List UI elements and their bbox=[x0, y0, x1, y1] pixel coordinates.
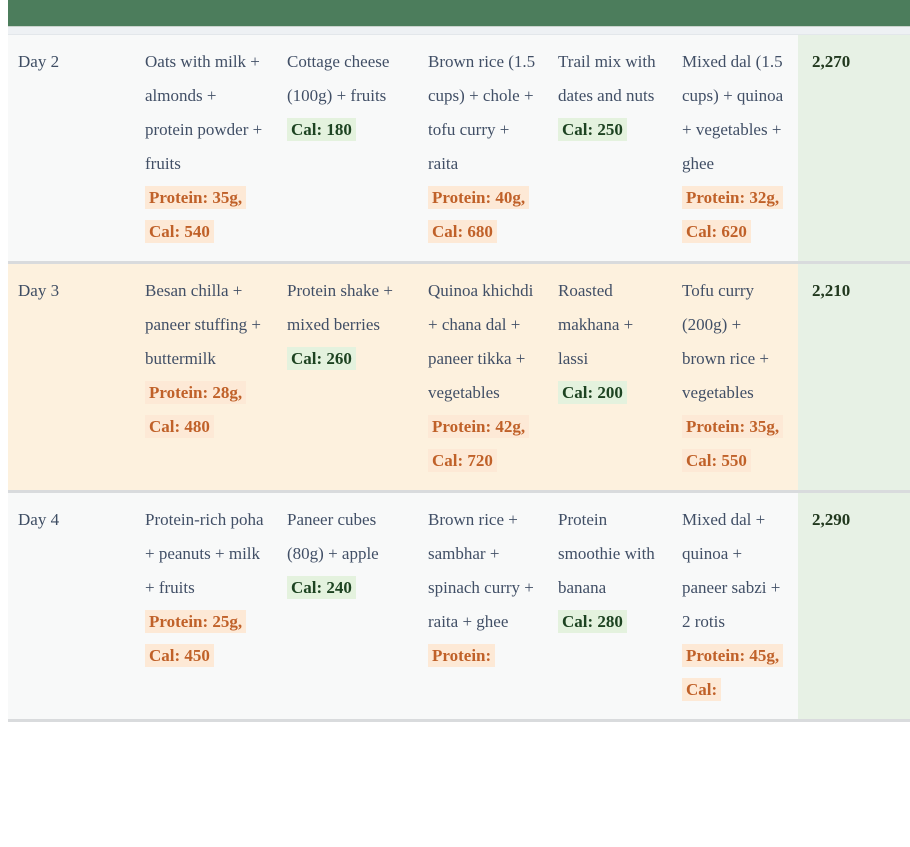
meal-cell-lunch: Brown rice + sambhar + spinach curry + r… bbox=[418, 493, 548, 719]
day-label: Day 4 bbox=[18, 510, 60, 529]
meal-description: Roasted makhana + lassi bbox=[558, 281, 634, 368]
meal-description: Brown rice + sambhar + spinach curry + r… bbox=[428, 510, 534, 631]
meal-cell-breakfast: Besan chilla + paneer stuffing + butterm… bbox=[135, 264, 277, 490]
meal-description: Protein-rich poha + peanuts + milk + fru… bbox=[145, 510, 264, 597]
meal-cell-snack2: Protein smoothie with banana Cal: 280 bbox=[548, 493, 672, 719]
meal-cell-snack1: Protein shake + mixed berries Cal: 260 bbox=[277, 264, 418, 490]
meal-cell-snack2: Roasted makhana + lassi Cal: 200 bbox=[548, 264, 672, 490]
protein-highlight: Protein: 42g, Cal: 720 bbox=[428, 415, 530, 472]
meal-cell-dinner: Mixed dal + quinoa + paneer sabzi + 2 ro… bbox=[672, 493, 798, 719]
protein-highlight: Protein: bbox=[428, 644, 496, 667]
meal-description: Cottage cheese (100g) + fruits bbox=[287, 52, 390, 105]
calorie-highlight: Cal: 260 bbox=[287, 347, 356, 370]
protein-highlight: Protein: 40g, Cal: 680 bbox=[428, 186, 530, 243]
meal-cell-snack2: Trail mix with dates and nuts Cal: 250 bbox=[548, 35, 672, 261]
meal-description: Protein shake + mixed berries bbox=[287, 281, 393, 334]
meal-plan-table: Day 2 Oats with milk + almonds + protein… bbox=[8, 0, 910, 722]
meal-cell-dinner: Mixed dal (1.5 cups) + quinoa + vegetabl… bbox=[672, 35, 798, 261]
meal-description: Protein smoothie with banana bbox=[558, 510, 655, 597]
meal-description: Paneer cubes (80g) + apple bbox=[287, 510, 379, 563]
protein-highlight: Protein: 25g, Cal: 450 bbox=[145, 610, 247, 667]
calorie-highlight: Cal: 200 bbox=[558, 381, 627, 404]
total-calories: 2,210 bbox=[798, 264, 910, 490]
calorie-highlight: Cal: 240 bbox=[287, 576, 356, 599]
total-calories: 2,290 bbox=[798, 493, 910, 719]
table-header-bar bbox=[8, 0, 910, 26]
meal-cell-lunch: Quinoa khichdi + chana dal + paneer tikk… bbox=[418, 264, 548, 490]
header-divider bbox=[8, 26, 910, 35]
meal-cell-snack1: Cottage cheese (100g) + fruits Cal: 180 bbox=[277, 35, 418, 261]
meal-cell-breakfast: Oats with milk + almonds + protein powde… bbox=[135, 35, 277, 261]
meal-cell-lunch: Brown rice (1.5 cups) + chole + tofu cur… bbox=[418, 35, 548, 261]
protein-highlight: Protein: 35g, Cal: 540 bbox=[145, 186, 247, 243]
table-row: Day 4 Protein-rich poha + peanuts + milk… bbox=[8, 493, 910, 722]
meal-description: Brown rice (1.5 cups) + chole + tofu cur… bbox=[428, 52, 536, 173]
meal-description: Trail mix with dates and nuts bbox=[558, 52, 656, 105]
day-label: Day 3 bbox=[18, 281, 60, 300]
protein-highlight: Protein: 35g, Cal: 550 bbox=[682, 415, 784, 472]
calorie-highlight: Cal: 280 bbox=[558, 610, 627, 633]
meal-cell-dinner: Tofu curry (200g) + brown rice + vegetab… bbox=[672, 264, 798, 490]
protein-highlight: Protein: 45g, Cal: bbox=[682, 644, 784, 701]
meal-description: Tofu curry (200g) + brown rice + vegetab… bbox=[682, 281, 770, 402]
meal-description: Besan chilla + paneer stuffing + butterm… bbox=[145, 281, 261, 368]
meal-description: Oats with milk + almonds + protein powde… bbox=[145, 52, 263, 173]
meal-cell-breakfast: Protein-rich poha + peanuts + milk + fru… bbox=[135, 493, 277, 719]
calorie-highlight: Cal: 250 bbox=[558, 118, 627, 141]
total-calories: 2,270 bbox=[798, 35, 910, 261]
protein-highlight: Protein: 32g, Cal: 620 bbox=[682, 186, 784, 243]
meal-description: Mixed dal + quinoa + paneer sabzi + 2 ro… bbox=[682, 510, 781, 631]
meal-cell-snack1: Paneer cubes (80g) + apple Cal: 240 bbox=[277, 493, 418, 719]
calorie-highlight: Cal: 180 bbox=[287, 118, 356, 141]
table-row: Day 2 Oats with milk + almonds + protein… bbox=[8, 35, 910, 264]
meal-description: Mixed dal (1.5 cups) + quinoa + vegetabl… bbox=[682, 52, 784, 173]
day-label: Day 2 bbox=[18, 52, 60, 71]
meal-description: Quinoa khichdi + chana dal + paneer tikk… bbox=[428, 281, 534, 402]
table-row: Day 3 Besan chilla + paneer stuffing + b… bbox=[8, 264, 910, 493]
protein-highlight: Protein: 28g, Cal: 480 bbox=[145, 381, 247, 438]
